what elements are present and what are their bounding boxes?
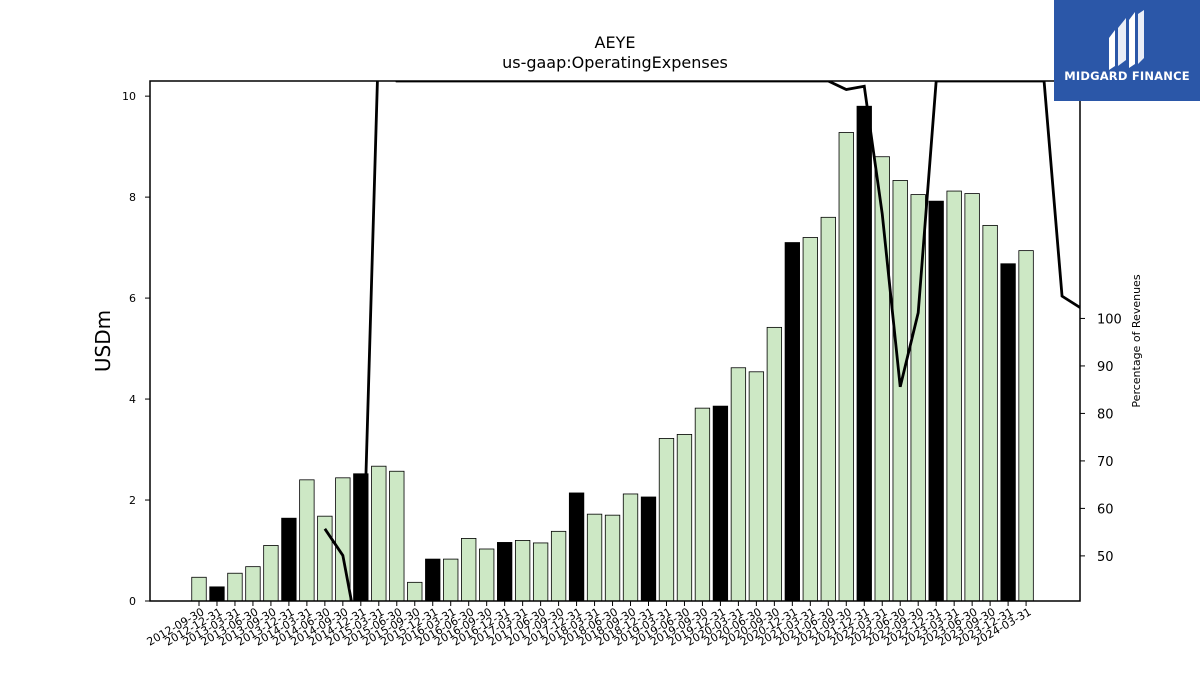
bar-2018-06-30 xyxy=(604,514,621,602)
bar-2015-09-30 xyxy=(407,581,423,602)
y-axis-label: USDm xyxy=(91,310,115,372)
bar-2017-09-30 xyxy=(550,530,567,602)
bar-2022-06-30 xyxy=(892,180,908,602)
bar-2013-06-30 xyxy=(245,566,261,602)
y2-tick-label-70: 70 xyxy=(1097,455,1114,470)
bar-2023-06-30 xyxy=(964,193,980,602)
y2-tick-label-60: 60 xyxy=(1097,502,1114,517)
bar-2017-03-31 xyxy=(514,540,531,602)
axes-group: 024681050607080901002012-09-302012-12-31… xyxy=(122,80,1122,649)
bar-2015-12-31 xyxy=(425,558,441,602)
chart-title: AEYE xyxy=(595,33,636,52)
chart-subtitle: us-gaap:OperatingExpenses xyxy=(502,53,728,72)
bar-2023-09-30 xyxy=(982,224,998,602)
midgard-logo-icon xyxy=(1109,10,1144,70)
bar-2020-03-31 xyxy=(730,367,747,602)
bar-2013-12-31 xyxy=(281,517,297,602)
bar-2013-09-30 xyxy=(263,545,279,602)
y2-tick-label-50: 50 xyxy=(1097,550,1114,565)
bar-2015-03-31 xyxy=(371,465,387,602)
bar-2020-09-30 xyxy=(766,326,783,602)
bar-2016-09-30 xyxy=(479,548,495,602)
bar-2020-12-31 xyxy=(784,242,800,602)
bar-2018-12-31 xyxy=(640,496,657,602)
y2-tick-label-90: 90 xyxy=(1097,360,1114,375)
bar-2018-09-30 xyxy=(622,493,639,602)
bar-2019-06-30 xyxy=(676,433,693,602)
bar-2014-03-31 xyxy=(299,479,315,602)
bar-2020-06-30 xyxy=(748,371,765,602)
plot-frame xyxy=(149,80,1081,602)
y-tick-label-2: 2 xyxy=(129,494,136,507)
bar-2019-12-31 xyxy=(712,405,729,602)
bar-2017-06-30 xyxy=(532,542,549,602)
bar-2015-06-30 xyxy=(389,470,405,602)
logo-text: MIDGARD FINANCE xyxy=(1064,69,1190,83)
y-tick-label-0: 0 xyxy=(129,595,136,608)
bar-2019-03-31 xyxy=(658,438,675,602)
y-tick-label-6: 6 xyxy=(129,292,136,305)
bar-2016-06-30 xyxy=(461,538,477,602)
percentage-line xyxy=(323,81,1080,601)
brand-logo: MIDGARD FINANCE xyxy=(1054,0,1200,101)
bar-2023-12-31 xyxy=(1000,263,1016,602)
bar-2024-03-31 xyxy=(1018,250,1034,602)
bar-2018-03-31 xyxy=(586,513,603,602)
line-group xyxy=(323,81,1080,601)
bar-2021-03-31 xyxy=(802,237,818,602)
y2-axis-label: Percentage of Revenues xyxy=(1130,274,1143,407)
bar-2022-12-31 xyxy=(928,200,944,602)
bar-2023-03-31 xyxy=(946,190,962,602)
bar-2021-12-31 xyxy=(856,105,872,602)
bar-2019-09-30 xyxy=(694,407,711,602)
bar-2016-12-31 xyxy=(497,542,513,602)
y-tick-label-8: 8 xyxy=(129,191,136,204)
bar-2017-12-31 xyxy=(568,492,585,602)
y-tick-label-10: 10 xyxy=(122,90,136,103)
bar-2012-09-30 xyxy=(191,576,207,602)
y2-tick-label-100: 100 xyxy=(1097,312,1122,327)
bar-2016-03-31 xyxy=(443,558,459,602)
y2-tick-label-80: 80 xyxy=(1097,407,1114,422)
bar-2021-09-30 xyxy=(838,132,854,602)
bar-2021-06-30 xyxy=(820,216,836,602)
y-tick-label-4: 4 xyxy=(129,393,136,406)
bar-2012-12-31 xyxy=(209,586,225,602)
bar-2013-03-31 xyxy=(227,572,243,602)
